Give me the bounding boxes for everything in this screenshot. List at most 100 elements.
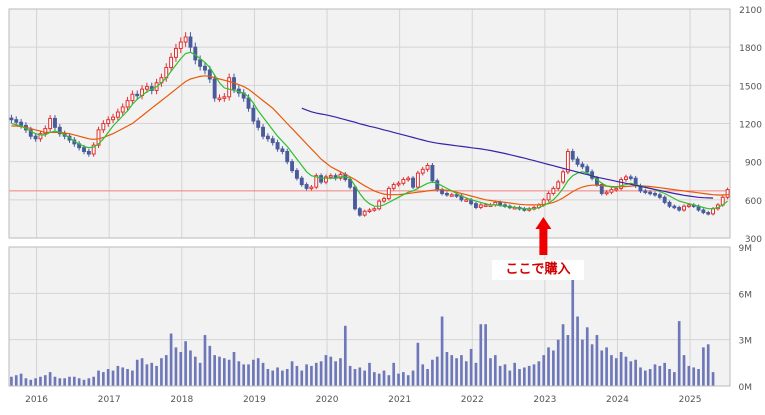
candle-body bbox=[57, 126, 62, 135]
candle-body bbox=[430, 164, 435, 182]
volume-bar bbox=[663, 362, 667, 386]
volume-bar bbox=[343, 325, 347, 386]
volume-bar bbox=[387, 375, 391, 386]
volume-bar bbox=[711, 372, 715, 386]
volume-bar bbox=[247, 364, 250, 386]
volume-bar bbox=[397, 373, 400, 386]
candle-body bbox=[575, 158, 580, 165]
candle-body bbox=[198, 59, 203, 67]
volume-bar bbox=[595, 335, 599, 386]
candle-body bbox=[599, 184, 604, 194]
candle-body bbox=[604, 191, 609, 195]
volume-bar bbox=[474, 362, 478, 386]
candle-body bbox=[251, 107, 256, 122]
volume-bar bbox=[668, 369, 671, 386]
volume-bar bbox=[169, 333, 173, 386]
volume-bar bbox=[252, 359, 255, 386]
volume-bar bbox=[421, 364, 425, 386]
volume-bar bbox=[121, 367, 125, 386]
volume-bar bbox=[585, 327, 589, 386]
volume-bar bbox=[537, 361, 541, 386]
volume-bar bbox=[493, 355, 497, 386]
candle-body bbox=[406, 177, 411, 181]
volume-bar bbox=[334, 361, 337, 386]
volume-bar bbox=[276, 367, 279, 386]
volume-bar bbox=[484, 324, 487, 386]
price-tick-label: 1200 bbox=[739, 121, 762, 131]
candle-body bbox=[546, 192, 551, 201]
volume-bar bbox=[281, 370, 284, 386]
candle-body bbox=[256, 120, 261, 128]
candle-body bbox=[222, 96, 227, 99]
volume-bar bbox=[160, 358, 163, 386]
volume-bar bbox=[382, 370, 386, 386]
candle-body bbox=[203, 65, 207, 71]
volume-bar bbox=[648, 369, 652, 386]
volume-bar bbox=[111, 370, 115, 386]
candle-body bbox=[614, 187, 619, 191]
volume-bar bbox=[566, 335, 570, 386]
candle-body bbox=[425, 164, 430, 170]
volume-bar bbox=[261, 362, 265, 386]
volume-bar bbox=[116, 365, 120, 386]
volume-bar bbox=[324, 355, 328, 386]
volume-series bbox=[10, 267, 715, 386]
candle-body bbox=[478, 204, 483, 208]
volume-bar bbox=[706, 344, 710, 386]
purchase-arrow bbox=[535, 217, 552, 255]
volume-bar bbox=[542, 355, 546, 386]
volume-bar bbox=[513, 362, 516, 386]
volume-bar bbox=[687, 365, 691, 386]
candle-body bbox=[309, 186, 314, 190]
price-tick-label: 2100 bbox=[739, 6, 762, 16]
volume-bar bbox=[19, 373, 23, 386]
candle-body bbox=[130, 93, 135, 102]
candle-body bbox=[314, 175, 319, 188]
candle-body bbox=[411, 177, 416, 188]
candle-body bbox=[188, 36, 193, 48]
candle-body bbox=[96, 129, 101, 146]
volume-bar bbox=[10, 376, 13, 386]
candle-body bbox=[173, 47, 178, 58]
volume-bar bbox=[532, 364, 536, 386]
volume-bar bbox=[53, 376, 57, 386]
volume-bar bbox=[498, 365, 502, 386]
candle-body bbox=[725, 189, 730, 198]
candle-body bbox=[9, 117, 14, 121]
volume-bar bbox=[135, 359, 139, 386]
volume-bar bbox=[72, 376, 76, 386]
volume-bar bbox=[290, 361, 294, 386]
candle-body bbox=[323, 176, 328, 183]
volume-bar bbox=[242, 364, 246, 386]
volume-bar bbox=[619, 352, 623, 386]
volume-bar bbox=[213, 355, 216, 386]
candle-body bbox=[483, 204, 488, 207]
volume-plot-frame bbox=[8, 246, 731, 387]
candle-body bbox=[28, 129, 33, 137]
volume-bar bbox=[174, 347, 178, 386]
volume-bar bbox=[126, 369, 129, 386]
candle-body bbox=[19, 121, 24, 126]
year-label: 2019 bbox=[243, 395, 266, 405]
candle-body bbox=[304, 184, 309, 189]
candle-body bbox=[377, 200, 382, 210]
candle-body bbox=[570, 150, 575, 160]
volume-bar bbox=[639, 367, 642, 386]
volume-bar bbox=[305, 364, 308, 386]
volume-bar bbox=[508, 370, 512, 386]
volume-bar bbox=[469, 348, 473, 386]
moving-average-short-line bbox=[11, 51, 728, 210]
volume-bar bbox=[547, 347, 550, 386]
candle-body bbox=[135, 93, 140, 97]
volume-bar bbox=[63, 378, 66, 386]
volume-bar bbox=[581, 339, 584, 386]
volume-bar bbox=[285, 369, 289, 386]
volume-bar bbox=[605, 347, 608, 386]
volume-bar bbox=[373, 372, 376, 386]
volume-bar bbox=[431, 359, 434, 386]
volume-bar bbox=[198, 362, 202, 386]
candle-body bbox=[415, 172, 420, 188]
candle-body bbox=[111, 116, 115, 121]
volume-bar bbox=[29, 379, 33, 386]
